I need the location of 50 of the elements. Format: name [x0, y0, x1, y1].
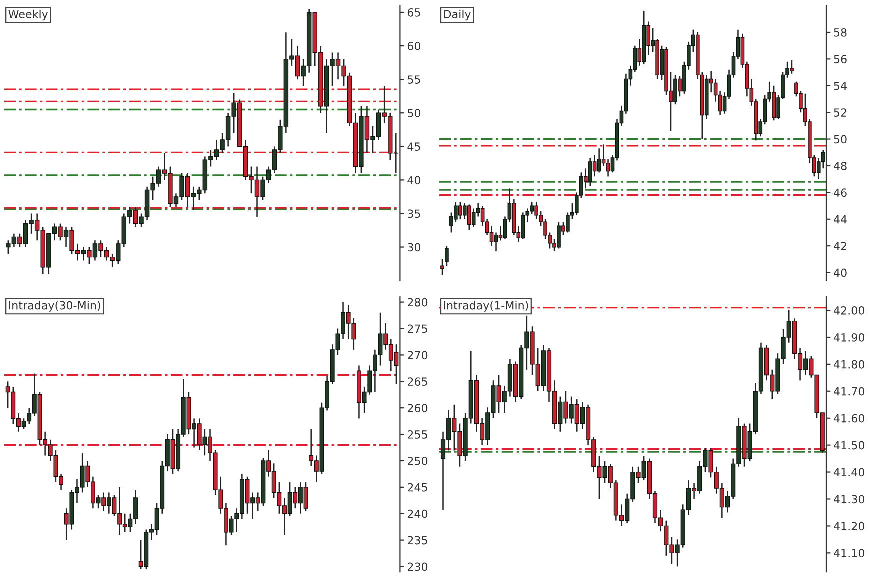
- y-tick-label: 41.10: [834, 549, 865, 558]
- y-tick-label: 255: [408, 430, 428, 439]
- chart-title: Intraday(1-Min): [444, 301, 528, 312]
- y-tick-label: 235: [408, 536, 428, 545]
- y-tick-label: 46: [834, 188, 847, 198]
- y-tick-label: 56: [834, 55, 847, 64]
- candlestick: [440, 258, 444, 276]
- y-tick-label: 48: [834, 162, 847, 170]
- candlestick: [821, 149, 826, 170]
- y-tick-label: 41.40: [834, 468, 865, 477]
- y-tick-label: 54: [834, 82, 847, 90]
- y-tick-label: 40: [408, 176, 421, 185]
- y-tick-label: 52: [834, 108, 846, 117]
- y-tick-label: 41.70: [834, 387, 865, 396]
- y-tick-label: 245: [408, 483, 428, 492]
- y-tick-label: 40: [834, 268, 847, 278]
- y-tick-label: 35: [408, 210, 420, 218]
- candlestick: [445, 245, 449, 267]
- y-tick-label: 41.80: [834, 360, 865, 369]
- y-tick-label: 45: [408, 142, 420, 152]
- y-tick-label: 55: [408, 76, 420, 84]
- y-tick-label: 58: [834, 28, 847, 37]
- y-tick-label: 230: [408, 562, 428, 572]
- y-tick-label: 41.30: [834, 495, 865, 504]
- y-tick-label: 275: [408, 324, 428, 334]
- y-tick-label: 65: [408, 8, 420, 17]
- chart-title: Weekly: [8, 10, 48, 21]
- y-tick-label: 41.90: [834, 333, 865, 342]
- y-tick-label: 60: [408, 42, 421, 50]
- y-tick-label: 265: [408, 378, 428, 386]
- candlestick: [597, 148, 602, 174]
- y-tick-label: 30: [408, 243, 421, 252]
- y-tick-label: 41.50: [834, 441, 865, 450]
- y-tick-label: 44: [834, 216, 847, 224]
- y-tick-label: 250: [408, 456, 428, 466]
- y-tick-label: 41.20: [834, 522, 865, 531]
- y-tick-label: 240: [408, 510, 428, 518]
- y-tick-label: 260: [408, 404, 428, 412]
- chart-title: Intraday(30-Min): [9, 301, 100, 312]
- y-tick-label: 50: [408, 109, 421, 118]
- candlestick: [494, 232, 498, 252]
- candlestick: [490, 225, 494, 247]
- y-tick-label: 41.60: [834, 414, 865, 423]
- y-tick-label: 42.00: [834, 306, 865, 315]
- chart-title: Daily: [444, 10, 472, 21]
- y-tick-label: 50: [834, 135, 847, 144]
- y-tick-label: 42: [834, 242, 846, 250]
- y-tick-label: 280: [408, 298, 428, 307]
- candlestick: [606, 158, 610, 178]
- y-tick-label: 270: [408, 351, 428, 360]
